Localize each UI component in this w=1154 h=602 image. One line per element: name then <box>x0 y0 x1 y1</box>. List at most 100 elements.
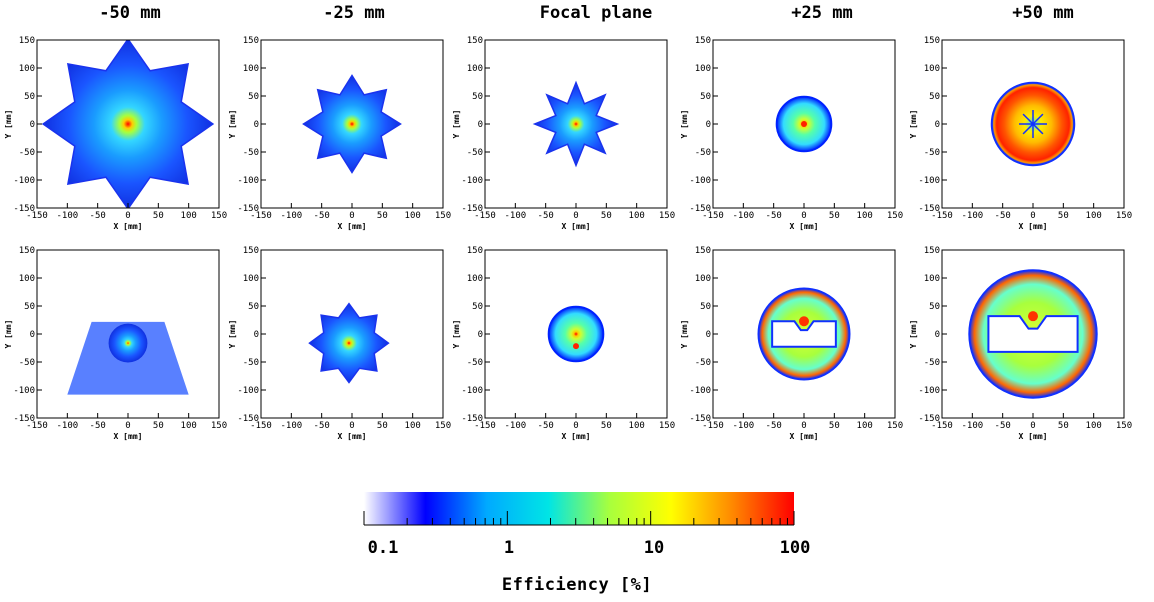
heatmap-blob <box>532 80 620 168</box>
y-tick-label: -50 <box>695 148 711 158</box>
x-tick-label: 50 <box>153 211 164 221</box>
x-tick-label: 0 <box>125 421 130 431</box>
y-tick-label: -50 <box>243 148 259 158</box>
x-tick-label: 0 <box>573 421 578 431</box>
y-tick-label: -50 <box>243 358 259 368</box>
column-title-4: +50 mm <box>1012 3 1074 23</box>
heatmap-peak <box>801 121 807 127</box>
x-tick-label: 100 <box>857 421 873 431</box>
y-tick-label: 50 <box>929 302 940 312</box>
heatmap-peak <box>573 343 579 350</box>
heatmap-core <box>108 323 148 363</box>
y-tick-label: -50 <box>19 148 35 158</box>
y-tick-label: -150 <box>237 204 259 214</box>
y-tick-label: 150 <box>243 36 259 46</box>
x-tick-label: 150 <box>659 421 675 431</box>
colorbar-fill <box>364 492 794 525</box>
x-axis-label: X [mm] <box>790 432 819 441</box>
y-axis-label: Y [mm] <box>680 110 689 139</box>
x-tick-label: -100 <box>961 211 983 221</box>
y-axis-label: Y [mm] <box>452 320 461 349</box>
y-tick-label: 0 <box>706 120 711 130</box>
panel-r0-c0: -150 -100 -50 0 50 100 150 150 100 50 0 -50 -100 -150… <box>4 36 227 231</box>
x-tick-label: -150 <box>931 421 953 431</box>
y-tick-label: 50 <box>700 92 711 102</box>
y-tick-label: 0 <box>254 120 259 130</box>
y-tick-label: 100 <box>243 274 259 284</box>
y-tick-label: 100 <box>467 274 483 284</box>
colorbar-tick-label-2: 10 <box>643 538 665 558</box>
y-tick-label: 50 <box>248 92 259 102</box>
y-tick-label: 50 <box>700 302 711 312</box>
y-tick-label: 0 <box>935 120 940 130</box>
y-tick-label: -100 <box>13 386 35 396</box>
heatmap-star <box>308 302 390 384</box>
x-tick-label: 0 <box>573 211 578 221</box>
heatmap-blob <box>968 269 1098 399</box>
y-tick-label: 150 <box>924 36 940 46</box>
x-tick-label: -150 <box>702 211 724 221</box>
y-axis-label: Y [mm] <box>680 320 689 349</box>
x-tick-label: -100 <box>56 421 78 431</box>
panel-r1-c2: -150 -100 -50 0 50 100 150 150 100 50 0 -50 -100 -150… <box>452 246 675 441</box>
x-tick-label: 150 <box>887 421 903 431</box>
y-tick-label: -100 <box>461 176 483 186</box>
y-tick-label: 100 <box>243 64 259 74</box>
x-tick-label: 150 <box>887 211 903 221</box>
y-tick-label: -100 <box>918 176 940 186</box>
x-tick-label: -50 <box>314 211 330 221</box>
heatmap-spoke <box>1032 113 1044 125</box>
x-tick-label: -150 <box>250 211 272 221</box>
x-tick-label: -100 <box>504 421 526 431</box>
x-tick-label: -150 <box>26 421 48 431</box>
x-tick-label: 50 <box>1058 421 1069 431</box>
y-tick-label: 0 <box>30 330 35 340</box>
x-tick-label: 50 <box>377 421 388 431</box>
heatmap-blob <box>41 40 215 208</box>
y-tick-label: -150 <box>461 414 483 424</box>
x-tick-label: 100 <box>1086 421 1102 431</box>
y-tick-label: -50 <box>19 358 35 368</box>
x-tick-label: -50 <box>995 421 1011 431</box>
y-tick-label: -100 <box>237 386 259 396</box>
x-tick-label: 150 <box>659 211 675 221</box>
y-tick-label: -100 <box>918 386 940 396</box>
y-tick-label: 50 <box>24 92 35 102</box>
y-tick-label: 150 <box>19 36 35 46</box>
y-tick-label: 100 <box>695 274 711 284</box>
heatmap-blob <box>67 321 189 395</box>
y-tick-label: 150 <box>467 246 483 256</box>
x-tick-label: -50 <box>995 211 1011 221</box>
x-axis-label: X [mm] <box>114 432 143 441</box>
y-axis-label: Y [mm] <box>909 110 918 139</box>
panel-r1-c4: -150 -100 -50 0 50 100 150 150 100 50 0 -50 -100 -150… <box>909 246 1132 441</box>
column-title-2: Focal plane <box>539 3 653 23</box>
x-tick-label: 100 <box>1086 211 1102 221</box>
colorbar-tick-label-1: 1 <box>503 538 515 558</box>
x-tick-label: -150 <box>474 211 496 221</box>
y-axis-label: Y [mm] <box>228 320 237 349</box>
y-axis-label: Y [mm] <box>4 110 13 139</box>
colorbar-tick-label-3: 100 <box>779 538 811 558</box>
y-tick-label: 100 <box>19 274 35 284</box>
panel-r1-c0: -150 -100 -50 0 50 100 150 150 100 50 0 -50 -100 -150… <box>4 246 227 441</box>
y-tick-label: 50 <box>472 92 483 102</box>
y-tick-label: 0 <box>254 330 259 340</box>
x-tick-label: -100 <box>56 211 78 221</box>
x-tick-label: -100 <box>280 211 302 221</box>
x-axis-label: X [mm] <box>562 432 591 441</box>
x-tick-label: 150 <box>211 211 227 221</box>
x-axis-label: X [mm] <box>1019 222 1048 231</box>
y-tick-label: 0 <box>478 120 483 130</box>
panel-r0-c3: -150 -100 -50 0 50 100 150 150 100 50 0 -50 -100 -150… <box>680 36 903 231</box>
x-tick-label: 150 <box>435 421 451 431</box>
heatmap-blob <box>302 74 402 174</box>
x-tick-label: -150 <box>250 421 272 431</box>
panel-r0-c4: -150 -100 -50 0 50 100 150 150 100 50 0 -50 -100 -150… <box>909 36 1132 231</box>
y-tick-label: -50 <box>924 358 940 368</box>
x-tick-label: -100 <box>732 211 754 221</box>
y-tick-label: -100 <box>461 386 483 396</box>
x-tick-label: 0 <box>801 211 806 221</box>
x-tick-label: -150 <box>702 421 724 431</box>
column-title-3: +25 mm <box>791 3 853 23</box>
